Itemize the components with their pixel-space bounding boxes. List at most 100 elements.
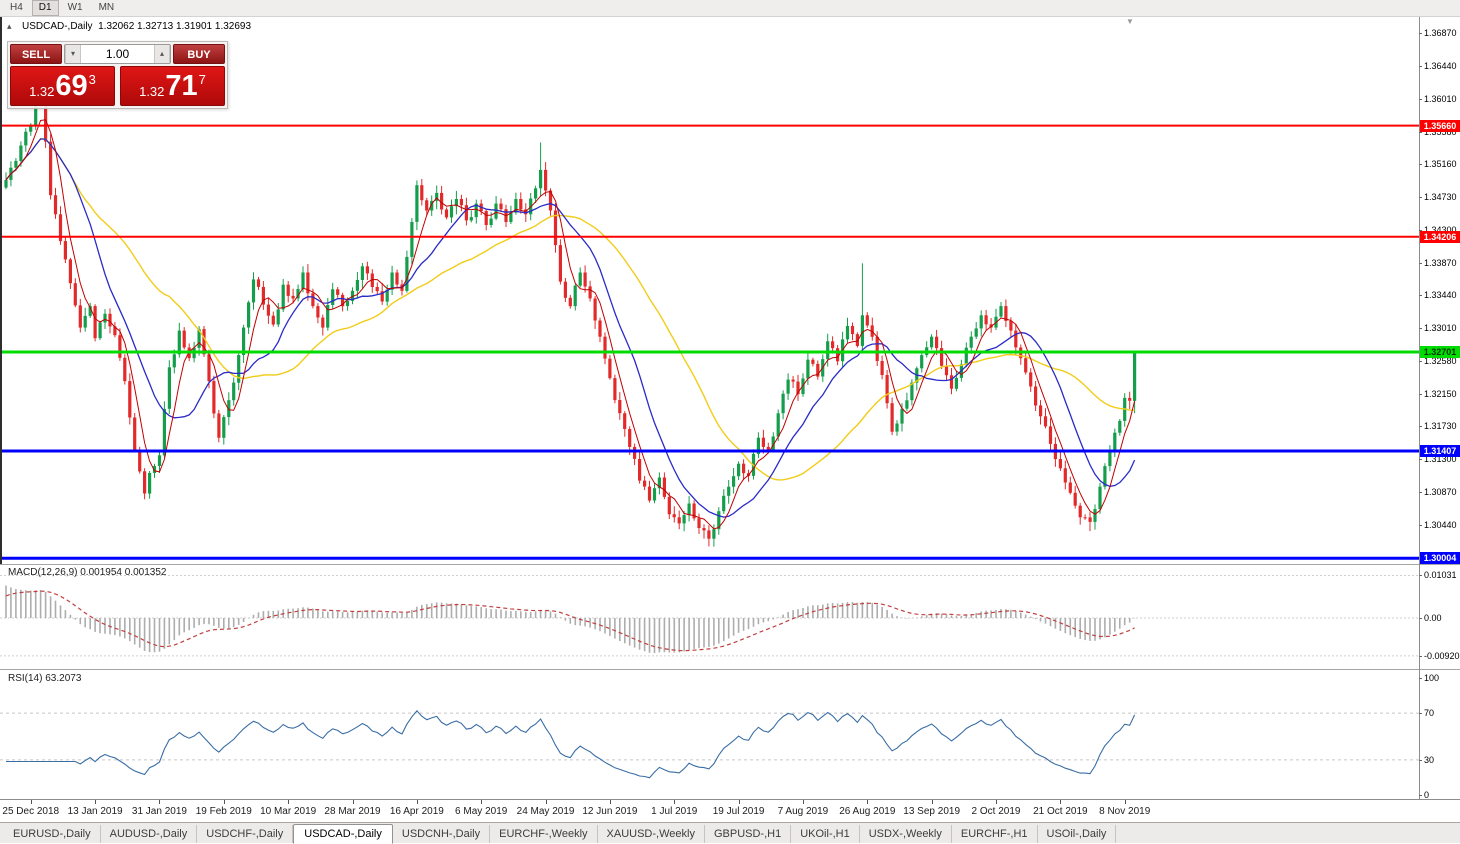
volume-field: ▾ ▴: [64, 44, 171, 64]
chart-canvas[interactable]: [0, 17, 1460, 799]
chart-tab-usoil-daily[interactable]: USOil-,Daily: [1038, 825, 1117, 843]
period-button-d1[interactable]: D1: [31, 0, 59, 16]
date-axis-label: 10 Mar 2019: [260, 806, 317, 817]
price-scale-tick: [1419, 426, 1422, 428]
date-axis-label: 13 Jan 2019: [67, 806, 123, 817]
hline-price-tag: 1.31407: [1420, 444, 1460, 457]
chart-tab-gbpusd-h1[interactable]: GBPUSD-,H1: [705, 825, 792, 843]
macd-scale-tick: [1419, 655, 1422, 657]
sell-price-main: 69: [55, 70, 88, 102]
price-scale-tick: [1419, 65, 1422, 67]
date-axis-tick: [159, 800, 161, 804]
price-scale-tick: [1419, 131, 1422, 133]
volume-increase-icon[interactable]: ▴: [154, 45, 170, 63]
price-scale-label: 1.34300: [1424, 224, 1457, 235]
date-axis-tick: [95, 800, 97, 804]
chart-tab-audusd-daily[interactable]: AUDUSD-,Daily: [101, 825, 198, 843]
price-scale-tick: [1419, 361, 1422, 363]
price-scale-tick: [1419, 295, 1422, 297]
sell-price-pip: 3: [88, 72, 96, 87]
chart-tab-eurchf-weekly[interactable]: EURCHF-,Weekly: [490, 825, 598, 843]
chart-tab-bar: EURUSD-,Daily AUDUSD-,Daily USDCHF-,Daily U…: [0, 822, 1460, 844]
buy-price-display[interactable]: 1.32 71 7: [120, 66, 225, 106]
buy-price-main: 71: [165, 70, 198, 102]
chart-tab-eurusd-daily[interactable]: EURUSD-,Daily: [4, 825, 101, 843]
date-axis-label: 19 Feb 2019: [195, 806, 252, 817]
date-axis-tick: [867, 800, 869, 804]
date-axis-label: 2 Oct 2019: [971, 806, 1021, 817]
date-axis-label: 31 Jan 2019: [131, 806, 187, 817]
date-axis-tick: [288, 800, 290, 804]
hline-price-tag: 1.30004: [1420, 552, 1460, 565]
macd-scale-label: 0.01031: [1424, 570, 1457, 581]
price-scale-label: 1.31730: [1424, 421, 1457, 432]
chart-tab-ukoil-h1[interactable]: UKOil-,H1: [791, 825, 860, 843]
chart-tab-usdchf-daily[interactable]: USDCHF-,Daily: [197, 825, 294, 843]
price-scale-label: 1.30440: [1424, 519, 1457, 530]
chart-window[interactable]: ▴ USDCAD-,Daily 1.32062 1.32713 1.31901 …: [0, 17, 1460, 799]
chart-tab-usdcad-daily[interactable]: USDCAD-,Daily: [293, 824, 393, 844]
date-axis-label: 13 Sep 2019: [903, 806, 960, 817]
rsi-panel-splitter[interactable]: [0, 669, 1460, 670]
rsi-scale-tick: [1419, 759, 1422, 761]
date-axis-tick: [674, 800, 676, 804]
price-scale-tick: [1419, 492, 1422, 494]
rsi-scale-label: 0: [1424, 790, 1430, 799]
price-scale-label: 1.36440: [1424, 60, 1457, 71]
rsi-scale-label: 30: [1424, 754, 1435, 765]
chart-tab-xauusd-weekly[interactable]: XAUUSD-,Weekly: [598, 825, 705, 843]
price-scale-label: 1.33010: [1424, 323, 1457, 334]
date-axis-tick: [223, 800, 225, 804]
hline-price-tag: 1.32701: [1420, 345, 1460, 358]
date-axis-label: 7 Aug 2019: [777, 806, 829, 817]
rsi-indicator-label: RSI(14) 63.2073: [8, 673, 82, 684]
period-button-mn[interactable]: MN: [98, 2, 115, 13]
price-scale-label: 1.36010: [1424, 93, 1457, 104]
chart-tab-usdx-weekly[interactable]: USDX-,Weekly: [860, 825, 952, 843]
date-axis-tick: [802, 800, 804, 804]
price-scale-label: 1.30870: [1424, 487, 1457, 498]
chart-tab-usdcnh-daily[interactable]: USDCNH-,Daily: [393, 825, 491, 843]
rsi-scale-tick: [1419, 795, 1422, 796]
date-axis-tick: [931, 800, 933, 804]
price-scale-label: 1.33440: [1424, 290, 1457, 301]
chart-tab-eurchf-h1[interactable]: EURCHF-,H1: [952, 825, 1038, 843]
price-scale-separator[interactable]: [1419, 17, 1420, 799]
price-scale-tick: [1419, 98, 1422, 100]
rsi-scale-tick: [1419, 678, 1422, 679]
buy-price-prefix: 1.32: [139, 84, 165, 99]
buy-button[interactable]: BUY: [173, 44, 225, 64]
date-axis-tick: [996, 800, 997, 804]
date-axis-label: 8 Nov 2019: [1099, 806, 1151, 817]
price-scale-tick: [1419, 459, 1422, 461]
last-bar-marker-icon: ▼: [1126, 17, 1134, 26]
date-axis-label: 21 Oct 2019: [1033, 806, 1088, 817]
macd-panel-splitter[interactable]: [0, 564, 1460, 565]
hline-price-tag: 1.34206: [1420, 230, 1460, 243]
price-scale-label: 1.32150: [1424, 389, 1457, 400]
period-button-w1[interactable]: W1: [67, 2, 83, 13]
period-button-h4[interactable]: H4: [10, 2, 23, 13]
timeframe-toolbar: H4 D1 W1 MN: [0, 0, 1460, 17]
rsi-scale-tick: [1419, 713, 1422, 715]
price-scale-label: 1.31300: [1424, 454, 1457, 465]
date-axis-tick: [481, 800, 483, 804]
date-axis[interactable]: 25 Dec 2018 13 Jan 2019 31 Jan 2019 19 Feb …: [0, 799, 1460, 822]
date-axis-label: 24 May 2019: [516, 806, 575, 817]
price-scale-tick: [1419, 328, 1422, 330]
volume-decrease-icon[interactable]: ▾: [65, 45, 81, 63]
price-scale-tick: [1419, 524, 1422, 526]
macd-scale-label: -0.00920: [1424, 650, 1460, 661]
one-click-collapse-icon[interactable]: ▴: [7, 21, 12, 31]
buy-price-pip: 7: [198, 72, 206, 87]
date-axis-tick: [545, 800, 547, 804]
date-axis-tick: [352, 800, 354, 804]
sell-price-display[interactable]: 1.32 69 3: [10, 66, 115, 106]
date-axis-label: 12 Jun 2019: [582, 806, 638, 817]
volume-input[interactable]: [81, 45, 154, 63]
price-scale-label: 1.36870: [1424, 27, 1457, 38]
date-axis-label: 6 May 2019: [455, 806, 508, 817]
price-scale-tick: [1419, 32, 1422, 34]
rsi-scale-label: 100: [1424, 673, 1440, 683]
sell-button[interactable]: SELL: [10, 44, 62, 64]
